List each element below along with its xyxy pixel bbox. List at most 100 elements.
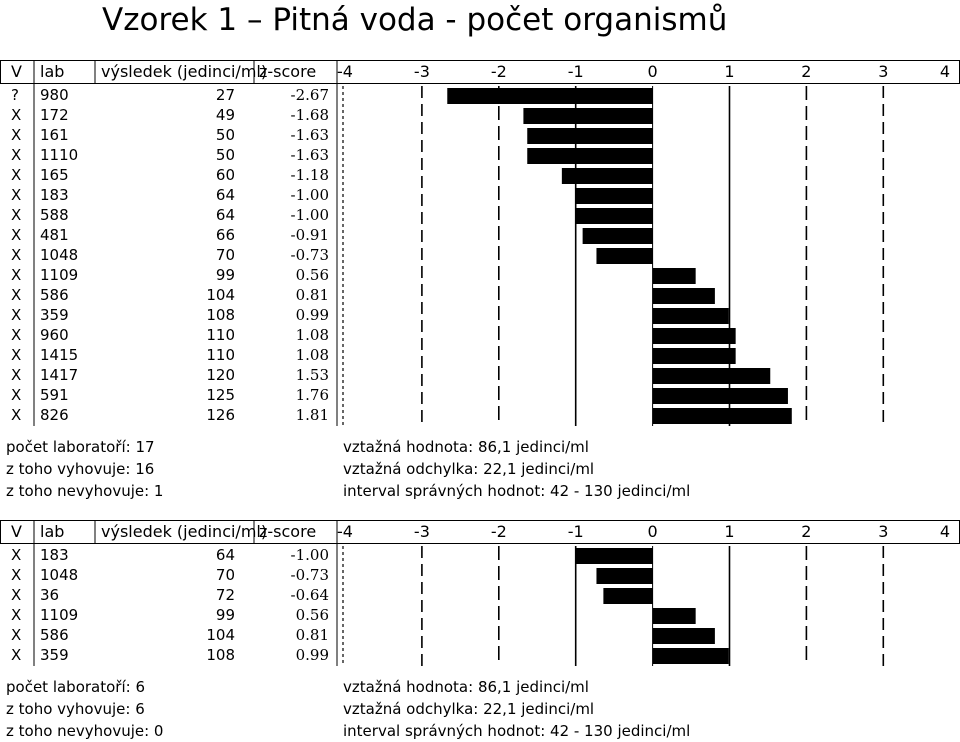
table-row: X 591 125 1.76 <box>0 385 340 405</box>
table-header: V lab výsledek (jedinci/ml) z-score -4 -3… <box>0 60 960 83</box>
bar <box>652 628 715 644</box>
chart-grid <box>0 520 960 666</box>
tick-label: 4 <box>939 522 951 541</box>
tick-label: 0 <box>647 522 658 541</box>
summary-interval: interval správných hodnot: 42 - 130 jedi… <box>343 482 691 500</box>
cell-v: X <box>11 546 22 564</box>
cell-zscore: 1.53 <box>295 366 329 384</box>
cell-v: X <box>11 566 22 584</box>
bar <box>603 588 653 604</box>
cell-result: 64 <box>215 546 235 564</box>
cell-result: 70 <box>215 246 235 264</box>
cell-lab: 165 <box>40 166 69 184</box>
table-row: X 960 110 1.08 <box>0 325 340 345</box>
table-row: X 586 104 0.81 <box>0 625 340 645</box>
cell-zscore: -0.64 <box>290 586 329 604</box>
cell-result: 110 <box>206 346 235 364</box>
tick-label: -3 <box>413 522 430 541</box>
bar <box>652 308 729 324</box>
table-row: X 1415 110 1.08 <box>0 345 340 365</box>
bar <box>527 128 653 144</box>
bar <box>523 108 653 124</box>
cell-v: X <box>11 406 22 424</box>
bar <box>652 328 736 344</box>
bar <box>652 268 696 284</box>
cell-zscore: 0.99 <box>295 306 329 324</box>
table-row: X 359 108 0.99 <box>0 305 340 325</box>
bar <box>652 288 715 304</box>
tick-label: -1 <box>567 522 584 541</box>
cell-lab: 588 <box>40 206 69 224</box>
cell-v: X <box>11 326 22 344</box>
cell-zscore: -1.00 <box>290 186 329 204</box>
cell-v: X <box>11 246 22 264</box>
summary-ref-value: vztažná hodnota: 86,1 jedinci/ml <box>343 438 589 456</box>
cell-result: 110 <box>206 326 235 344</box>
bar <box>596 568 653 584</box>
bar <box>527 148 653 164</box>
tick-label: 1 <box>724 62 735 81</box>
cell-zscore: -1.00 <box>290 546 329 564</box>
table-row: X 1109 99 0.56 <box>0 605 340 625</box>
table-row: X 1109 99 0.56 <box>0 265 340 285</box>
table-row: ? 980 27 -2.67 <box>0 85 340 105</box>
cell-v: X <box>11 366 22 384</box>
table-row: X 1110 50 -1.63 <box>0 145 340 165</box>
cell-zscore: 1.08 <box>295 346 329 364</box>
cell-result: 104 <box>206 626 235 644</box>
summary-ok: z toho vyhovuje: 6 <box>6 700 145 718</box>
cell-result: 70 <box>215 566 235 584</box>
tick-label: 0 <box>647 62 658 81</box>
table-row: X 1048 70 -0.73 <box>0 565 340 585</box>
bar <box>652 388 788 404</box>
cell-result: 120 <box>206 366 235 384</box>
bar <box>652 368 771 384</box>
cell-result: 64 <box>215 206 235 224</box>
cell-v: X <box>11 226 22 244</box>
cell-v: X <box>11 606 22 624</box>
cell-zscore: -1.68 <box>290 106 329 124</box>
cell-lab: 586 <box>40 286 69 304</box>
tick-label: 2 <box>801 62 812 81</box>
header-result: výsledek (jedinci/ml) <box>101 522 268 541</box>
cell-v: X <box>11 186 22 204</box>
chart-grid <box>0 60 960 426</box>
cell-result: 64 <box>215 186 235 204</box>
cell-result: 99 <box>215 606 235 624</box>
tick-label: 3 <box>878 522 889 541</box>
page-title: Vzorek 1 – Pitná voda - počet organismů <box>102 2 728 38</box>
cell-lab: 183 <box>40 186 69 204</box>
table-row: X 161 50 -1.63 <box>0 125 340 145</box>
summary-ok: z toho vyhovuje: 16 <box>6 460 155 478</box>
cell-zscore: 1.76 <box>295 386 329 404</box>
cell-lab: 1417 <box>40 366 79 384</box>
table-row: X 165 60 -1.18 <box>0 165 340 185</box>
cell-v: X <box>11 306 22 324</box>
tick-label: -4 <box>337 62 353 81</box>
cell-lab: 586 <box>40 626 69 644</box>
cell-lab: 980 <box>40 86 69 104</box>
bar <box>652 648 729 664</box>
table-row: X 588 64 -1.00 <box>0 205 340 225</box>
tick-label: 3 <box>878 62 889 81</box>
results-table-filtered: V lab výsledek (jedinci/ml) z-score -4 -3… <box>0 520 960 740</box>
cell-lab: 1048 <box>40 566 79 584</box>
bar <box>652 348 736 364</box>
tick-label: 2 <box>801 522 812 541</box>
table-row: X 172 49 -1.68 <box>0 105 340 125</box>
bar <box>652 408 792 424</box>
cell-zscore: 0.56 <box>295 606 329 624</box>
cell-result: 27 <box>215 86 235 104</box>
bar <box>575 188 653 204</box>
cell-zscore: 0.56 <box>295 266 329 284</box>
cell-result: 125 <box>206 386 235 404</box>
bar <box>561 168 653 184</box>
cell-zscore: -0.91 <box>290 226 329 244</box>
cell-v: X <box>11 386 22 404</box>
cell-v: X <box>11 206 22 224</box>
cell-zscore: 0.81 <box>295 626 329 644</box>
cell-zscore: -1.63 <box>290 126 329 144</box>
tick-label: -2 <box>490 62 507 81</box>
table-header: V lab výsledek (jedinci/ml) z-score -4 -3… <box>0 520 960 543</box>
cell-zscore: -1.18 <box>290 166 329 184</box>
